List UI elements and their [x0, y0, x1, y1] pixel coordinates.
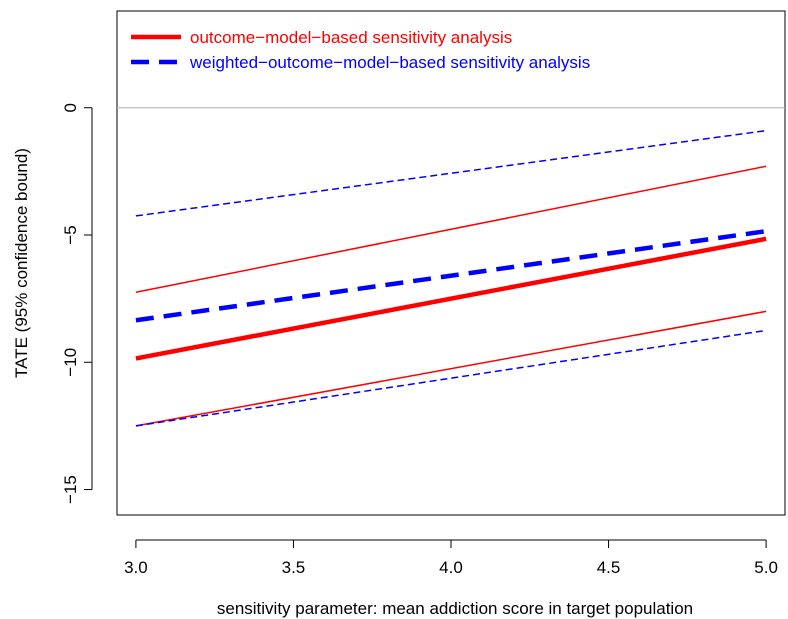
series-line-0-lower: [135, 310, 767, 427]
series-line-0-upper: [135, 165, 767, 294]
legend-label: outcome−model−based sensitivity analysis: [190, 28, 512, 47]
x-tick-label: 5.0: [754, 558, 778, 577]
plot-frame: [116, 10, 786, 516]
x-tick-label: 4.0: [439, 558, 463, 577]
series-line-1-estimate: [135, 228, 767, 323]
y-tick-label: 0: [61, 103, 80, 112]
y-axis-title: TATE (95% confidence bound): [12, 148, 31, 378]
y-tick-label: −5: [61, 225, 80, 244]
y-tick-label: −10: [61, 348, 80, 377]
x-tick-label: 3.0: [124, 558, 148, 577]
series-line-0-estimate: [135, 236, 767, 361]
x-axis-title: sensitivity parameter: mean addiction sc…: [217, 599, 693, 618]
x-tick-label: 3.5: [282, 558, 306, 577]
y-tick-label: −15: [61, 475, 80, 504]
series-line-1-upper: [135, 129, 767, 217]
series-line-1-lower: [135, 329, 767, 427]
x-tick-label: 4.5: [597, 558, 621, 577]
legend-label: weighted−outcome−model−based sensitivity…: [189, 53, 590, 72]
